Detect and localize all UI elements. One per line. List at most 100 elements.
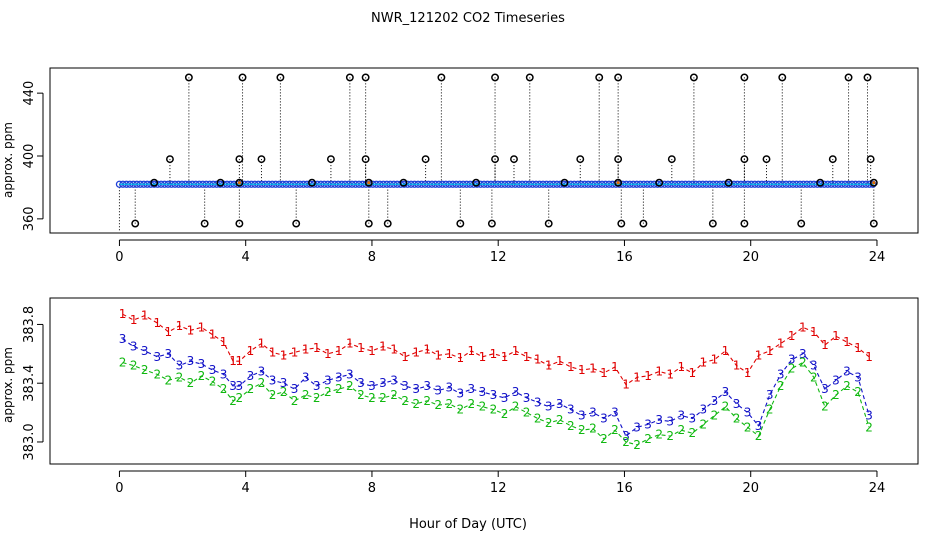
series-2-point-label: 2: [600, 432, 608, 446]
series-3-point-label: 3: [677, 409, 685, 423]
spike-mid-marker: [667, 155, 676, 164]
panel-bottom-frame: [49, 297, 919, 465]
top-x-tick-label: 16: [616, 250, 633, 265]
spike-mid-marker: [866, 155, 875, 164]
series-1-point-label: 1: [677, 360, 685, 374]
spike-low-marker: [235, 219, 244, 228]
series-2-point-label: 2: [220, 382, 228, 396]
series-2-point-label: 2: [165, 373, 173, 387]
series-2-point-label: 2: [490, 403, 498, 417]
panel-bottom-y-axis: 383.0 383.4 383.8: [22, 306, 44, 461]
spike-low-marker: [617, 219, 626, 228]
series-2-point-label: 2: [534, 411, 542, 425]
series-2-point-label: 2: [700, 417, 708, 431]
series-1-point-label: 1: [556, 354, 564, 368]
series-1-point-label: 1: [799, 320, 807, 334]
spike-near-marker: [150, 178, 159, 187]
bottom-x-tick-label: 12: [490, 481, 507, 496]
orange-marker-outline: [614, 178, 623, 187]
series-1-point-label: 1: [153, 316, 161, 330]
series-1-point-label: 1: [130, 313, 138, 327]
series-1-point-label: 1: [722, 344, 730, 358]
series-3-point-label: 3: [755, 419, 763, 433]
series-3-point-label: 3: [611, 406, 619, 420]
series-1-point-label: 1: [280, 348, 288, 362]
top-x-tick-label: 0: [115, 250, 123, 265]
series-3-point-label: 3: [854, 370, 862, 384]
spike-mid-marker: [257, 155, 266, 164]
bottom-y-tick-label: 383.4: [22, 365, 37, 402]
series-1-point-label: 1: [567, 360, 575, 374]
series-1-point-label: 1: [788, 329, 796, 343]
series-3-point-label: 3: [711, 394, 719, 408]
spike-high-marker: [863, 73, 872, 82]
series-2-point-label: 2: [390, 388, 398, 402]
orange-marker: [367, 181, 371, 185]
series-1-point-label: 1: [810, 325, 818, 339]
series-2-point-label: 2: [556, 413, 564, 427]
series-2-point-label: 2: [633, 438, 641, 452]
series-2-point-label: 2: [501, 407, 509, 421]
series-3-point-label: 3: [445, 381, 453, 395]
series-2-point-label: 2: [302, 388, 310, 402]
series-3-point-label: 3: [130, 339, 138, 353]
series-2-point-label: 2: [479, 400, 487, 414]
orange-marker: [872, 181, 876, 185]
spike-high-marker: [595, 73, 604, 82]
series-3-point-label: 3: [247, 369, 255, 383]
series-1-point-label: 1: [291, 345, 299, 359]
series-1-point-label: 1: [479, 350, 487, 364]
spike-low-marker: [487, 219, 496, 228]
spike-low-marker: [383, 219, 392, 228]
series-3-point-label: 3: [412, 382, 420, 396]
spike-low-marker: [544, 219, 553, 228]
bottom-y-tick-label: 383.0: [22, 423, 37, 460]
series-2-point-label: 2: [666, 429, 674, 443]
series-2-point-label: 2: [777, 379, 785, 393]
series-3-point-label: 3: [744, 406, 752, 420]
series-3-point-label: 3: [512, 385, 520, 399]
spike-high-marker: [844, 73, 853, 82]
spike-near-marker: [560, 178, 569, 187]
chart-title: NWR_121202 CO2 Timeseries: [371, 11, 565, 26]
series-1-point-label: 1: [578, 363, 586, 377]
series-3-point-label: 3: [655, 413, 663, 427]
series-1-point-label: 1: [666, 367, 674, 381]
series-2-point-label: 2: [733, 411, 741, 425]
series-2-point-label: 2: [744, 420, 752, 434]
series-1-point-label: 1: [611, 360, 619, 374]
bottom-x-tick-label: 24: [869, 481, 886, 496]
series-2-point-label: 2: [412, 397, 420, 411]
series-3-point-label: 3: [644, 417, 652, 431]
series-3-point-label: 3: [335, 370, 343, 384]
series-2-point-label: 2: [810, 370, 818, 384]
series-3-point-label: 3: [141, 344, 149, 358]
series-1-point-label: 1: [368, 344, 376, 358]
spike-low-marker: [292, 219, 301, 228]
series-2-point-label: 2: [755, 429, 763, 443]
series-2-point-label: 2: [229, 394, 237, 408]
spike-low-marker: [797, 219, 806, 228]
series-3-point-label: 3: [198, 357, 206, 371]
spike-mid-marker: [491, 155, 499, 164]
spike-high-marker: [778, 73, 787, 82]
series-2-point-label: 2: [655, 428, 663, 442]
series-2-point-label: 2: [677, 423, 685, 437]
series-1-point-label: 1: [711, 353, 719, 367]
spike-low-marker: [131, 219, 140, 228]
series-1-point-label: 1: [258, 337, 266, 351]
series-3-point-label: 3: [700, 403, 708, 417]
series-3-point-label: 3: [280, 376, 288, 390]
spike-low-marker: [869, 219, 878, 228]
spike-low-marker: [740, 219, 749, 228]
spike-low-marker: [639, 219, 648, 228]
series-2-point-label: 2: [141, 363, 149, 377]
series-3-point-label: 3: [324, 373, 332, 387]
spike-high-marker: [238, 73, 247, 82]
top-x-tick-label: 12: [490, 250, 507, 265]
series-3-point-label: 3: [545, 400, 553, 414]
series-1-line: [122, 313, 870, 386]
spike-high-marker: [614, 73, 623, 82]
series-3-point-label: 3: [258, 364, 266, 378]
series-1-point-label: 1: [346, 337, 354, 351]
